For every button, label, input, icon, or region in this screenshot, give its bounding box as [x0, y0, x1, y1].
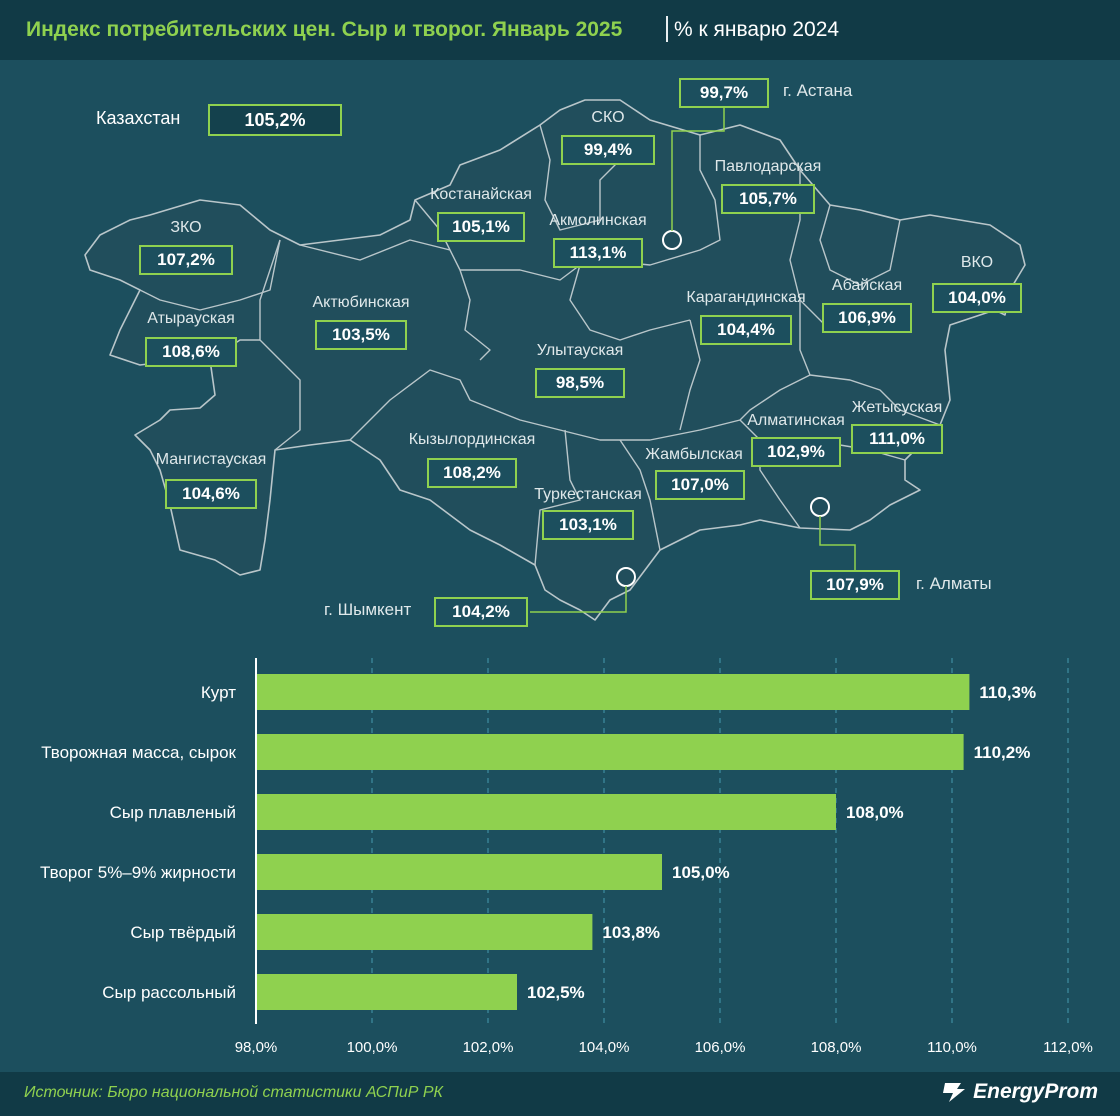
region-name-mangistau: Мангистауская	[155, 451, 267, 468]
region-name-zko: ЗКО	[170, 219, 202, 236]
bar	[257, 734, 964, 770]
bar	[257, 674, 970, 710]
astana-leader	[671, 104, 725, 231]
country-label: Казахстан	[96, 108, 181, 128]
region-value-zhambyl: 107,0%	[655, 470, 745, 500]
region-value-aktobe: 103,5%	[315, 320, 407, 350]
bar	[257, 974, 517, 1010]
region-name-zhetysu: Жетысуская	[851, 399, 943, 416]
region-value-almaty-region: 102,9%	[751, 437, 841, 467]
category-label: Сыр твёрдый	[130, 923, 236, 942]
category-label: Курт	[201, 683, 236, 702]
header-bar: Индекс потребительских цен. Сыр и творог…	[0, 0, 1120, 60]
region-name-vko: ВКО	[960, 254, 994, 271]
city-name-astana: г. Астана	[783, 81, 853, 100]
region-value-kyzylorda: 108,2%	[427, 458, 517, 488]
title-separator	[666, 16, 668, 42]
page-title: Индекс потребительских цен. Сыр и творог…	[26, 18, 623, 41]
region-value-zko: 107,2%	[139, 245, 233, 275]
region-value-akmola: 113,1%	[553, 238, 643, 268]
country-outline	[84, 99, 1026, 621]
category-label: Сыр плавленый	[110, 803, 236, 822]
region-value-kostanay: 105,1%	[437, 212, 525, 242]
x-tick-label: 110,0%	[927, 1039, 977, 1056]
city-name-shymkent: г. Шымкент	[324, 600, 412, 619]
bar-chart: 98,0% 100,0% 102,0% 104,0% 106,0% 108,0% 110,0…	[40, 658, 1093, 1056]
region-name-karaganda: Карагандинская	[686, 289, 806, 306]
x-tick-label: 98,0%	[235, 1039, 278, 1056]
logo-text: EnergyProm	[973, 1080, 1098, 1103]
category-label: Творожная масса, сырок	[41, 743, 236, 762]
region-name-akmola: Акмолинская	[549, 212, 647, 229]
region-name-kyzylorda: Кызылординская	[408, 431, 536, 448]
region-value-atyrau: 108,6%	[145, 337, 237, 367]
bar	[257, 914, 593, 950]
city-value-shymkent: 104,2%	[434, 597, 528, 627]
region-name-atyrau: Атырауская	[147, 310, 235, 327]
kazakhstan-map	[84, 99, 1026, 621]
city-value-astana: 99,7%	[679, 78, 769, 108]
x-tick-label: 100,0%	[347, 1039, 398, 1056]
value-label: 103,8%	[602, 923, 660, 942]
region-value-karaganda: 104,4%	[700, 315, 792, 345]
category-label: Творог 5%–9% жирности	[40, 863, 236, 882]
source-note: Источник: Бюро национальной статистики А…	[24, 1084, 443, 1101]
city-name-almaty: г. Алматы	[916, 574, 992, 593]
region-value-ulytau: 98,5%	[535, 368, 625, 398]
x-tick-label: 106,0%	[695, 1039, 746, 1056]
region-value-turkestan: 103,1%	[542, 510, 634, 540]
region-name-turkestan: Туркестанская	[534, 486, 642, 503]
region-value-pavlodar: 105,7%	[721, 184, 815, 214]
shymkent-leader	[530, 586, 627, 613]
region-name-ulytau: Улытауская	[536, 342, 624, 359]
region-name-aktobe: Актюбинская	[312, 294, 410, 311]
logo: EnergyProm	[941, 1080, 1098, 1104]
region-name-almaty-region: Алматинская	[747, 412, 845, 429]
region-value-mangistau: 104,6%	[165, 479, 257, 509]
value-label: 110,2%	[974, 743, 1031, 762]
region-value-sko: 99,4%	[561, 135, 655, 165]
x-tick-label: 108,0%	[811, 1039, 862, 1056]
region-name-abai: Абайская	[831, 277, 903, 294]
region-name-zhambyl: Жамбылская	[645, 446, 743, 463]
region-value-zhetysu: 111,0%	[851, 424, 943, 454]
category-label: Сыр рассольный	[102, 983, 236, 1002]
value-label: 110,3%	[979, 683, 1036, 702]
x-tick-label: 112,0%	[1043, 1039, 1093, 1056]
logo-bolt-icon	[943, 1083, 966, 1102]
value-label: 102,5%	[527, 983, 585, 1002]
title-unit: % к январю 2024	[674, 18, 840, 41]
bar	[257, 794, 836, 830]
city-value-almaty: 107,9%	[810, 570, 900, 600]
region-value-vko: 104,0%	[932, 283, 1022, 313]
x-tick-label: 102,0%	[463, 1039, 514, 1056]
bar	[257, 854, 662, 890]
x-tick-label: 104,0%	[579, 1039, 630, 1056]
region-name-sko: СКО	[591, 109, 625, 126]
region-name-kostanay: Костанайская	[430, 186, 532, 203]
value-label: 105,0%	[672, 863, 730, 882]
value-label: 108,0%	[846, 803, 904, 822]
country-value: 105,2%	[208, 104, 342, 136]
region-name-pavlodar: Павлодарская	[714, 158, 822, 175]
footer-bar: Источник: Бюро национальной статистики А…	[0, 1072, 1120, 1116]
region-value-abai: 106,9%	[822, 303, 912, 333]
almaty-leader	[819, 516, 856, 570]
